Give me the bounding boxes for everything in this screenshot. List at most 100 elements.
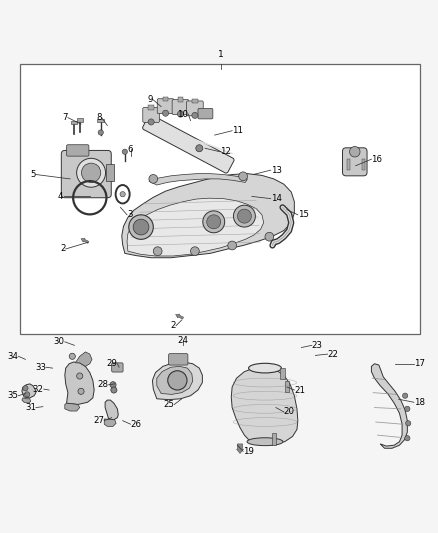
Text: 3: 3 [127, 211, 133, 219]
FancyBboxPatch shape [61, 150, 111, 198]
Circle shape [120, 191, 125, 197]
FancyBboxPatch shape [187, 101, 203, 116]
Circle shape [196, 145, 203, 152]
Text: 34: 34 [7, 352, 18, 361]
Text: 23: 23 [312, 341, 323, 350]
FancyArrow shape [81, 238, 89, 244]
Circle shape [191, 247, 199, 255]
Polygon shape [22, 384, 36, 398]
FancyBboxPatch shape [172, 100, 189, 115]
Text: 15: 15 [298, 211, 309, 219]
Polygon shape [105, 400, 118, 420]
Bar [148, 106, 154, 110]
Polygon shape [231, 367, 298, 444]
Text: 30: 30 [54, 337, 65, 346]
Bar [347, 159, 350, 170]
Circle shape [98, 130, 103, 135]
Circle shape [153, 247, 162, 255]
Circle shape [25, 392, 30, 397]
FancyBboxPatch shape [112, 363, 123, 372]
Text: 11: 11 [232, 126, 243, 135]
Circle shape [207, 215, 221, 229]
Polygon shape [65, 403, 80, 411]
Polygon shape [127, 198, 264, 256]
Circle shape [403, 393, 408, 398]
Circle shape [233, 205, 255, 227]
FancyBboxPatch shape [143, 108, 159, 123]
Bar [178, 98, 183, 102]
Bar [163, 96, 168, 101]
Circle shape [405, 435, 410, 441]
FancyBboxPatch shape [67, 145, 89, 156]
Circle shape [405, 406, 410, 411]
Bar [77, 118, 83, 122]
Circle shape [77, 158, 106, 187]
Text: 24: 24 [177, 336, 189, 345]
Ellipse shape [249, 364, 281, 373]
Circle shape [129, 215, 153, 239]
Polygon shape [157, 366, 193, 394]
Text: 5: 5 [30, 170, 36, 179]
Text: 26: 26 [131, 419, 141, 429]
Text: 13: 13 [271, 166, 282, 175]
Circle shape [265, 232, 274, 241]
Circle shape [23, 386, 28, 391]
Polygon shape [75, 352, 92, 366]
FancyBboxPatch shape [142, 115, 234, 173]
Text: 7: 7 [62, 113, 68, 122]
Text: 12: 12 [220, 147, 231, 156]
FancyBboxPatch shape [169, 354, 188, 365]
Circle shape [148, 119, 154, 125]
Text: 16: 16 [371, 155, 382, 164]
Circle shape [228, 241, 237, 250]
Bar [97, 119, 104, 122]
Text: 35: 35 [7, 391, 18, 400]
Polygon shape [152, 362, 202, 400]
Circle shape [177, 111, 184, 117]
Text: 8: 8 [96, 113, 102, 122]
Polygon shape [104, 419, 116, 426]
Bar [272, 433, 276, 445]
Polygon shape [149, 174, 247, 185]
Text: 25: 25 [163, 400, 174, 409]
Text: 9: 9 [147, 95, 152, 104]
Circle shape [168, 371, 187, 390]
Text: 1: 1 [218, 50, 224, 59]
Circle shape [77, 373, 83, 379]
Circle shape [69, 353, 75, 359]
Circle shape [122, 149, 127, 155]
Circle shape [149, 174, 158, 183]
Circle shape [111, 387, 117, 393]
Circle shape [78, 388, 84, 394]
Polygon shape [65, 362, 94, 405]
Text: 33: 33 [35, 363, 46, 372]
Polygon shape [371, 364, 407, 448]
Ellipse shape [247, 438, 283, 446]
Circle shape [162, 110, 169, 116]
Text: 17: 17 [414, 359, 425, 368]
Circle shape [237, 209, 251, 223]
Text: 2: 2 [60, 245, 66, 254]
FancyArrow shape [176, 314, 184, 319]
Polygon shape [122, 174, 294, 258]
Circle shape [350, 147, 360, 157]
Bar [20, 64, 420, 334]
Text: 4: 4 [58, 192, 64, 201]
Circle shape [203, 211, 225, 233]
Circle shape [110, 382, 116, 388]
Polygon shape [22, 398, 31, 403]
Circle shape [133, 219, 149, 235]
Text: 10: 10 [177, 110, 188, 118]
Text: 31: 31 [25, 403, 36, 412]
Text: 21: 21 [294, 385, 305, 394]
FancyBboxPatch shape [157, 99, 174, 114]
Text: 18: 18 [414, 398, 425, 407]
Circle shape [406, 421, 411, 426]
Bar [362, 159, 365, 170]
Text: 32: 32 [33, 385, 44, 394]
Bar [106, 164, 114, 181]
Bar [71, 121, 77, 124]
FancyArrow shape [237, 444, 244, 454]
Text: 29: 29 [106, 359, 117, 368]
Text: 6: 6 [128, 144, 133, 154]
